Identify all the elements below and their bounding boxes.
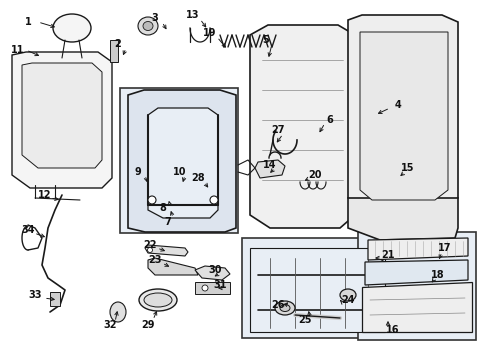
Text: 28: 28 (191, 173, 204, 183)
Text: 4: 4 (394, 100, 401, 110)
Bar (242, 238, 389, 338)
Text: 17: 17 (437, 243, 451, 253)
Text: 24: 24 (341, 295, 354, 305)
Ellipse shape (110, 302, 126, 322)
Ellipse shape (138, 17, 158, 35)
Text: 34: 34 (21, 225, 35, 235)
Text: 26: 26 (271, 300, 284, 310)
Polygon shape (148, 108, 218, 218)
Polygon shape (249, 25, 354, 228)
Text: 16: 16 (386, 325, 399, 335)
Text: 2: 2 (114, 39, 121, 49)
Text: 19: 19 (203, 28, 216, 38)
Text: 7: 7 (164, 217, 171, 227)
Polygon shape (361, 282, 471, 332)
Ellipse shape (143, 293, 172, 307)
Ellipse shape (53, 14, 91, 42)
Bar (120, 88, 238, 233)
Text: 1: 1 (24, 17, 31, 27)
Text: 21: 21 (381, 250, 394, 260)
Ellipse shape (148, 196, 156, 204)
Ellipse shape (209, 196, 218, 204)
Polygon shape (359, 32, 447, 200)
Text: 25: 25 (298, 315, 311, 325)
Text: 5: 5 (262, 35, 269, 45)
Text: 11: 11 (11, 45, 25, 55)
Text: 12: 12 (38, 190, 52, 200)
Polygon shape (357, 32, 379, 205)
Ellipse shape (142, 22, 153, 31)
Text: 20: 20 (307, 170, 321, 180)
Text: 9: 9 (134, 167, 141, 177)
Text: 31: 31 (213, 280, 226, 290)
Bar (50, 292, 60, 306)
Text: 10: 10 (173, 167, 186, 177)
Polygon shape (22, 63, 102, 168)
Text: 27: 27 (271, 125, 284, 135)
Polygon shape (145, 245, 187, 256)
Polygon shape (148, 258, 198, 275)
Polygon shape (364, 260, 467, 285)
Polygon shape (195, 266, 229, 280)
Polygon shape (254, 160, 285, 178)
Ellipse shape (202, 285, 207, 291)
Bar (195, 282, 229, 294)
Text: 14: 14 (263, 160, 276, 170)
Polygon shape (128, 90, 236, 232)
Polygon shape (12, 52, 112, 188)
Text: 30: 30 (208, 265, 221, 275)
Text: 32: 32 (103, 320, 117, 330)
Text: 13: 13 (186, 10, 199, 20)
Text: 3: 3 (151, 13, 158, 23)
Text: 22: 22 (143, 240, 157, 250)
Ellipse shape (274, 301, 294, 315)
Text: 29: 29 (141, 320, 154, 330)
Text: 8: 8 (159, 203, 166, 213)
Ellipse shape (280, 305, 289, 311)
Polygon shape (367, 238, 467, 260)
Bar (110, 40, 118, 62)
Polygon shape (347, 15, 457, 210)
Bar (357, 232, 475, 340)
Ellipse shape (139, 289, 177, 311)
Text: 23: 23 (148, 255, 162, 265)
Polygon shape (347, 198, 457, 240)
Text: 6: 6 (326, 115, 333, 125)
Ellipse shape (147, 248, 152, 252)
Text: 33: 33 (28, 290, 41, 300)
Polygon shape (249, 248, 384, 332)
Text: 18: 18 (430, 270, 444, 280)
Text: 15: 15 (401, 163, 414, 173)
Ellipse shape (339, 289, 355, 301)
